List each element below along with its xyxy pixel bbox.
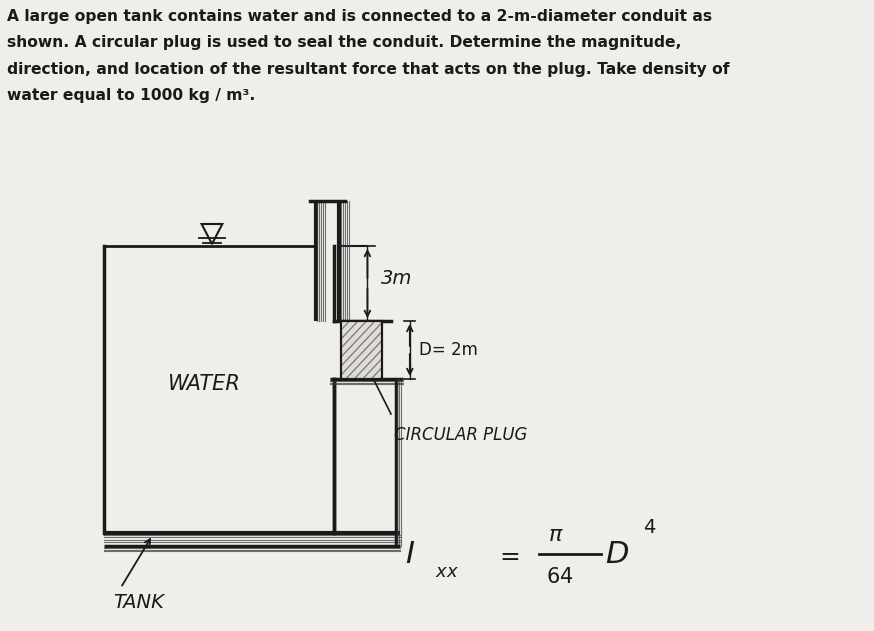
Text: A large open tank contains water and is connected to a 2-m-diameter conduit as: A large open tank contains water and is … [7, 9, 711, 24]
Bar [341, 321, 382, 379]
Text: $D$: $D$ [605, 542, 629, 570]
Text: $xx$: $xx$ [435, 565, 459, 581]
Text: WATER: WATER [169, 375, 241, 394]
Text: shown. A circular plug is used to seal the conduit. Determine the magnitude,: shown. A circular plug is used to seal t… [7, 35, 681, 50]
Text: $\pi$: $\pi$ [548, 526, 564, 546]
Text: water equal to 1000 kg / m³.: water equal to 1000 kg / m³. [7, 88, 255, 103]
Text: D= 2m: D= 2m [420, 341, 478, 359]
Text: CIRCULAR PLUG: CIRCULAR PLUG [394, 426, 527, 444]
Text: 3m: 3m [380, 269, 412, 288]
Text: $4$: $4$ [642, 519, 656, 537]
Text: direction, and location of the resultant force that acts on the plug. Take densi: direction, and location of the resultant… [7, 62, 729, 77]
Text: TANK: TANK [113, 593, 164, 612]
Text: $=$: $=$ [495, 544, 520, 568]
Text: $64$: $64$ [546, 568, 574, 588]
Text: $I$: $I$ [406, 542, 415, 570]
